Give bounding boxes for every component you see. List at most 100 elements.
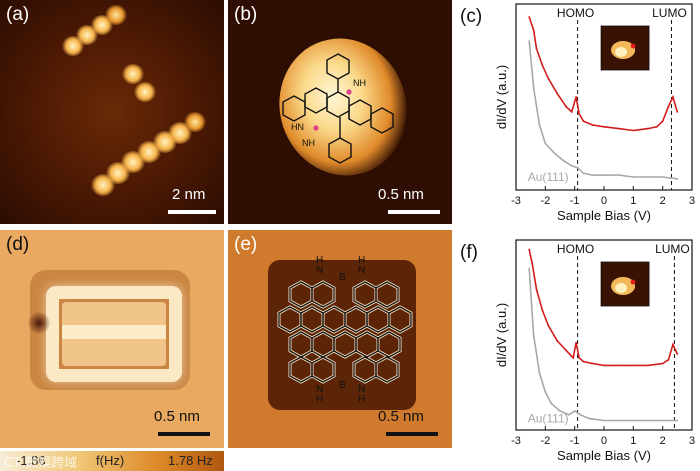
spectrum-point xyxy=(547,324,550,327)
spectrum-point xyxy=(573,410,576,412)
spectrum-point xyxy=(559,410,561,412)
boron-atom xyxy=(313,125,319,131)
scale-bar xyxy=(168,210,216,214)
x-tick-label: -3 xyxy=(511,195,521,207)
reference-spectrum-line xyxy=(528,268,678,422)
spectrum-point xyxy=(535,288,538,291)
spectrum-point xyxy=(672,96,674,98)
x-tick-label: -2 xyxy=(540,435,550,447)
spectrum-point xyxy=(603,174,605,177)
spectrum-point xyxy=(575,341,578,344)
panel-b-stm-image: NH HN NH (b) 0.5 nm xyxy=(228,0,452,224)
panel-label: (f) xyxy=(460,242,478,263)
orbital-label: HOMO xyxy=(557,6,594,20)
atom-label: H xyxy=(316,255,323,266)
panel-label: (a) xyxy=(6,4,30,25)
scale-bar-label: 0.5 nm xyxy=(378,408,424,425)
spectrum-point xyxy=(567,413,570,416)
scale-bar-label: 0.5 nm xyxy=(154,408,200,425)
spectrum-point xyxy=(528,16,531,18)
spectrum-point xyxy=(667,358,670,361)
spectrum-point xyxy=(672,343,674,346)
atom-label: NH xyxy=(353,78,366,88)
panel-label: (c) xyxy=(460,6,483,27)
x-tick-label: -2 xyxy=(540,195,550,207)
spectrum-point xyxy=(570,164,573,167)
panel-label: (e) xyxy=(234,234,258,255)
spectrum-point xyxy=(578,356,580,359)
molecule-lobe xyxy=(105,5,127,25)
inset-molecule-core xyxy=(615,283,628,293)
spectrum-point xyxy=(591,124,594,126)
spectrum-point xyxy=(632,419,635,422)
spectrum-point xyxy=(538,124,541,126)
spectrum-point xyxy=(676,177,679,180)
orbital-label: HOMO xyxy=(557,242,594,256)
spectrum-point xyxy=(564,349,567,352)
spectrum-point xyxy=(603,125,605,128)
spectrum-point xyxy=(562,159,564,162)
panel-c-spectrum: (c) -3 -2 -1 0 1 2 3 Sample Bias (V) dI/dV (a.u.… xyxy=(456,0,700,230)
spectrum-point xyxy=(632,176,635,178)
y-axis-label: dI/dV (a.u.) xyxy=(494,65,509,129)
frequency-colorbar xyxy=(0,451,224,471)
spectrum-point xyxy=(556,339,558,342)
scale-bar-label: 2 nm xyxy=(172,186,206,203)
spectrum-point xyxy=(564,105,567,108)
spectrum-point xyxy=(676,419,679,422)
spectrum-point xyxy=(647,127,649,130)
spectrum-point xyxy=(528,248,531,251)
y-axis-label: dI/dV (a.u.) xyxy=(494,303,509,367)
colorbar-unit-label: f(Hz) xyxy=(96,453,125,468)
x-tick-label: 1 xyxy=(630,195,636,207)
atom-label: N xyxy=(316,384,323,395)
molecular-structure: NH HN NH xyxy=(282,53,394,164)
spectrum-chart-c: -3 -2 -1 0 1 2 3 Sample Bias (V) dI/dV (a.u.) HOM… xyxy=(494,3,695,223)
spectrum-point xyxy=(572,356,575,359)
spectrum-point xyxy=(528,267,531,270)
x-tick-label: 3 xyxy=(689,435,695,447)
orbital-label: LUMO xyxy=(655,242,690,256)
spectrum-point xyxy=(647,176,649,178)
scale-bar xyxy=(158,432,210,436)
spectrum-point xyxy=(591,362,594,365)
colorbar-min-label: -1.86 xyxy=(16,453,46,468)
x-tick-label: -1 xyxy=(570,195,580,207)
scale-bar-label: 0.5 nm xyxy=(378,186,424,203)
spectrum-point xyxy=(532,29,535,31)
spectrum-point xyxy=(541,309,544,312)
spectrum-point xyxy=(667,105,670,108)
spectrum-point xyxy=(661,120,664,123)
frame-bar xyxy=(62,325,166,339)
spectrum-point xyxy=(661,176,664,178)
atom-label: N xyxy=(316,265,323,276)
panel-a-stm-image: (a) 2 nm xyxy=(0,0,224,224)
spectrum-point xyxy=(553,151,556,154)
spectrum-chart-f: -3 -2 -1 0 1 2 3 Sample Bias (V) dI/dV (a.u.) HOM… xyxy=(494,239,695,463)
atom-label: H xyxy=(358,255,365,266)
x-axis-label: Sample Bias (V) xyxy=(557,448,651,463)
atom-label: H xyxy=(316,394,323,405)
atom-label: H xyxy=(358,394,365,405)
panel-d-afm-image: (d) 0.5 nm xyxy=(0,230,224,448)
spectrum-point xyxy=(531,261,534,264)
spectrum-point xyxy=(544,142,547,145)
spectrum-point xyxy=(591,174,594,177)
molecule-lobe xyxy=(122,64,144,84)
reference-spectrum-line xyxy=(528,41,678,180)
x-tick-label: 2 xyxy=(660,435,666,447)
spectrum-point xyxy=(582,360,585,363)
colorbar-max-label: 1.78 Hz xyxy=(168,453,213,468)
reference-label: Au(111) xyxy=(528,412,569,426)
spectrum-point xyxy=(544,391,547,393)
spectrum-point xyxy=(578,112,580,115)
dark-spot xyxy=(28,312,50,334)
watermark-text: CT 數娛跨域 xyxy=(4,456,78,471)
spectrum-point xyxy=(603,419,605,422)
panel-f-spectrum: (f) -3 -2 -1 0 1 2 3 Sample Bias (V) dI/dV (a.u.… xyxy=(456,236,700,471)
spectrum-point xyxy=(556,92,558,95)
spectrum-point xyxy=(661,419,664,422)
spectrum-point xyxy=(532,334,535,336)
spectrum-point xyxy=(570,110,573,113)
tip-position-marker xyxy=(630,43,636,49)
